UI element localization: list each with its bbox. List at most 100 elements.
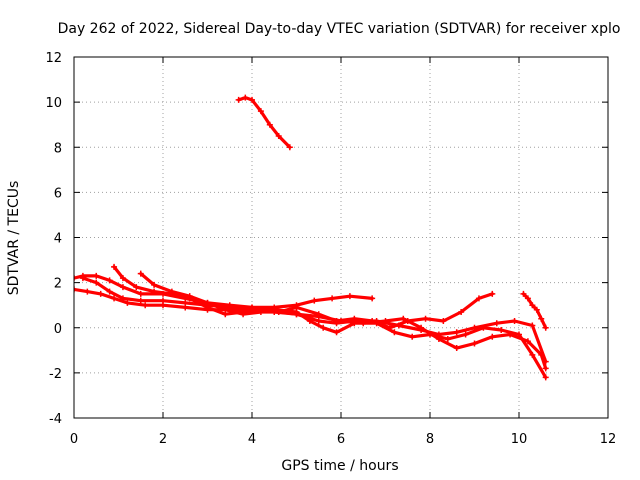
data-point	[338, 317, 344, 324]
data-point	[182, 299, 189, 306]
data-point	[111, 295, 118, 302]
data-point	[533, 306, 540, 313]
data-point	[119, 275, 126, 282]
data-point	[422, 315, 429, 322]
series-line-trace-6	[237, 95, 292, 149]
data-point	[106, 277, 113, 284]
data-point	[538, 351, 545, 358]
y-tick-label: 4	[54, 232, 62, 247]
data-point	[444, 336, 451, 343]
x-tick-label: 6	[337, 432, 345, 447]
data-point	[240, 311, 247, 318]
data-point	[293, 304, 300, 311]
y-tick-label: 10	[45, 96, 62, 111]
data-point	[266, 121, 273, 128]
data-point	[538, 315, 545, 322]
data-point	[311, 297, 318, 304]
data-point	[524, 295, 531, 302]
series-line-trace-4	[112, 265, 494, 330]
data-point	[475, 295, 482, 302]
data-point	[137, 270, 144, 277]
data-point	[511, 317, 518, 324]
data-point	[119, 284, 126, 291]
data-point	[137, 290, 144, 297]
data-point	[79, 275, 86, 282]
data-point	[542, 365, 549, 372]
data-point	[498, 327, 505, 334]
data-point	[133, 284, 140, 291]
x-tick-label: 0	[70, 432, 78, 447]
y-tick-label: 2	[54, 277, 62, 292]
data-point	[74, 286, 77, 293]
data-point	[124, 299, 131, 306]
data-point	[315, 313, 322, 320]
plot-area	[74, 94, 549, 381]
data-point	[111, 263, 118, 270]
data-point	[306, 317, 313, 324]
data-point	[524, 338, 531, 345]
grid	[74, 57, 608, 418]
data-point	[346, 293, 353, 300]
data-point	[142, 302, 149, 309]
data-point	[453, 345, 460, 352]
data-point	[453, 329, 460, 336]
data-point	[400, 315, 407, 322]
data-point	[529, 322, 536, 329]
data-point	[242, 94, 249, 101]
data-point	[529, 302, 536, 309]
y-tick-label: 8	[54, 141, 62, 156]
data-point	[74, 275, 77, 282]
y-tick-label: 12	[45, 51, 62, 66]
data-point	[493, 320, 500, 327]
data-point	[418, 324, 425, 331]
data-point	[293, 311, 300, 318]
data-point	[84, 288, 91, 295]
data-point	[151, 288, 158, 295]
x-tick-label: 10	[511, 432, 528, 447]
data-point	[151, 281, 158, 288]
data-point	[329, 295, 336, 302]
data-point	[93, 279, 100, 286]
data-point	[542, 324, 549, 331]
data-point	[360, 320, 367, 327]
data-point	[409, 333, 416, 340]
data-point	[458, 308, 465, 315]
data-point	[275, 308, 282, 315]
data-point	[520, 290, 527, 297]
data-point	[257, 108, 264, 115]
x-tick-label: 2	[159, 432, 167, 447]
axis-ticks: 0 2 4 6 8 10 12 -4 -2 0 2 4 6 8 10 12	[45, 51, 616, 447]
data-point	[440, 317, 447, 324]
y-tick-label: 0	[54, 322, 62, 337]
data-point	[320, 324, 327, 331]
data-point	[119, 295, 126, 302]
x-tick-label: 4	[248, 432, 256, 447]
data-point	[160, 297, 166, 304]
data-point	[275, 132, 282, 139]
data-point	[106, 288, 113, 295]
x-axis-label: GPS time / hours	[281, 458, 398, 474]
data-point	[462, 331, 469, 338]
data-point	[489, 290, 496, 297]
data-point	[286, 144, 293, 151]
data-point	[435, 336, 442, 343]
data-point	[369, 295, 376, 302]
data-point	[507, 331, 514, 338]
x-tick-label: 12	[600, 432, 617, 447]
y-tick-label: -4	[49, 412, 62, 427]
data-point	[204, 299, 211, 306]
data-point	[97, 290, 104, 297]
data-point	[471, 340, 478, 347]
chart-title: Day 262 of 2022, Sidereal Day-to-day VTE…	[58, 21, 621, 37]
data-point	[386, 324, 393, 331]
data-point	[249, 96, 255, 103]
data-point	[168, 288, 175, 295]
data-point	[186, 293, 193, 300]
data-point	[257, 308, 264, 315]
x-tick-label: 8	[426, 432, 434, 447]
series-line-trace-1	[74, 274, 374, 309]
data-point	[333, 329, 340, 336]
data-point	[529, 351, 536, 358]
data-point	[235, 96, 242, 103]
